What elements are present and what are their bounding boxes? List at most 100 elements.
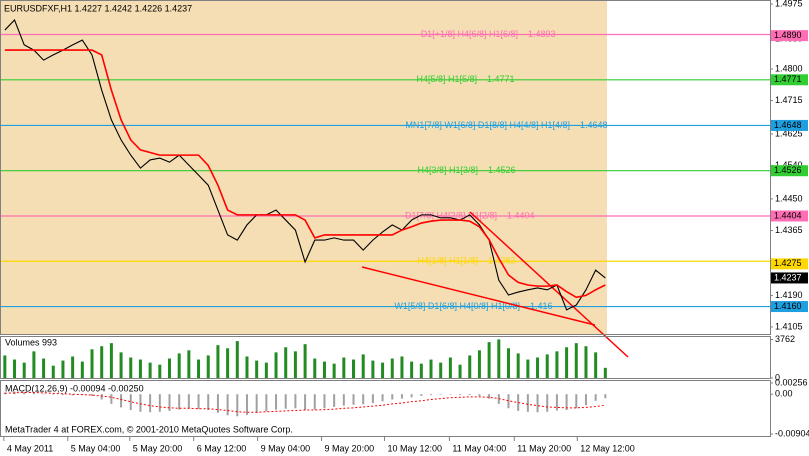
macd-bar bbox=[555, 394, 558, 411]
level-tag bbox=[771, 74, 808, 86]
macd-bar bbox=[342, 394, 345, 406]
macd-bar bbox=[32, 392, 35, 395]
volume-bar bbox=[342, 357, 346, 378]
macd-panel-frame bbox=[0, 380, 771, 437]
volume-bar bbox=[400, 356, 404, 378]
volume-bar bbox=[555, 351, 559, 378]
volume-bar bbox=[574, 343, 578, 378]
y-tick-label: 1.4800 bbox=[775, 63, 803, 73]
level-tag-label: 1.4526 bbox=[774, 165, 802, 175]
volume-bar bbox=[487, 342, 491, 378]
volume-bar bbox=[80, 361, 84, 378]
volume-bar bbox=[264, 362, 268, 378]
level-label: H4[3/8] H1[3/8] bbox=[417, 165, 478, 175]
volume-bar bbox=[361, 354, 365, 378]
volume-bar bbox=[603, 367, 607, 378]
volume-bar bbox=[245, 356, 249, 378]
volume-bar bbox=[584, 346, 588, 378]
shaded-area bbox=[1, 1, 607, 334]
volume-bar bbox=[255, 360, 259, 378]
macd-bar bbox=[526, 394, 529, 412]
macd-bar bbox=[294, 394, 297, 409]
macd-bar bbox=[23, 392, 26, 395]
x-tick-label: 5 May 20:00 bbox=[133, 443, 183, 453]
macd-bar bbox=[352, 394, 355, 405]
last-price-label: 1.4237 bbox=[774, 272, 802, 282]
macd-bar bbox=[129, 394, 132, 411]
volume-panel-frame bbox=[0, 336, 771, 379]
volume-bar bbox=[226, 348, 230, 378]
macd-bar bbox=[565, 394, 568, 411]
x-tick-label: 11 May 20:00 bbox=[517, 443, 571, 453]
macd-bar bbox=[265, 394, 268, 412]
x-tick-label: 10 May 12:00 bbox=[388, 443, 443, 453]
macd-bar bbox=[517, 394, 520, 411]
y-tick-label: 1.4540 bbox=[775, 160, 803, 170]
volume-bar bbox=[197, 359, 201, 378]
level-value: 1.416 bbox=[530, 301, 553, 311]
volume-bar bbox=[22, 362, 26, 378]
volume-bar bbox=[477, 350, 481, 378]
volume-bar bbox=[158, 364, 162, 378]
macd-bar bbox=[42, 393, 45, 395]
volume-bar bbox=[410, 361, 414, 378]
macd-bar bbox=[536, 394, 539, 413]
volume-bar bbox=[594, 352, 598, 378]
macd-bar bbox=[120, 394, 123, 408]
volume-bar bbox=[187, 350, 191, 378]
price-panel-frame bbox=[0, 0, 771, 335]
x-tick-label: 4 May 2011 bbox=[7, 443, 53, 453]
volume-bar bbox=[42, 358, 46, 378]
price-line bbox=[4, 19, 606, 311]
volume-bar bbox=[32, 351, 36, 378]
macd-bar bbox=[207, 394, 210, 411]
volume-bar bbox=[284, 347, 288, 378]
macd-bar bbox=[168, 394, 171, 411]
macd-bar bbox=[478, 394, 481, 396]
volume-bar bbox=[565, 347, 569, 378]
y-tick-label: 1.4625 bbox=[775, 128, 803, 138]
macd-bar bbox=[420, 394, 423, 396]
macd-bar bbox=[187, 394, 190, 409]
price-line bbox=[4, 49, 606, 299]
macd-bar bbox=[546, 394, 549, 412]
macd-label: MACD(12,26,9) -0.00094 -0.00250 bbox=[5, 383, 144, 393]
macd-bar bbox=[313, 394, 316, 410]
level-tag-label: 1.4275 bbox=[774, 258, 802, 268]
volume-bar bbox=[458, 364, 462, 378]
x-tick-label: 9 May 20:00 bbox=[325, 443, 375, 453]
macd-bar bbox=[468, 394, 471, 396]
y-tick-label: 1.4190 bbox=[775, 290, 803, 300]
macd-bar bbox=[245, 394, 248, 415]
macd-bar bbox=[604, 394, 607, 399]
level-label: MN1[7/8] W1[6/8] D1[8/8] H4[4/8] H1[4/8] bbox=[405, 120, 570, 130]
x-tick-label: 12 May 12:00 bbox=[580, 443, 635, 453]
macd-bar bbox=[362, 394, 365, 405]
volume-bar bbox=[516, 353, 520, 378]
volume-bar bbox=[468, 355, 472, 378]
chart-title: EURUSDFXF,H1 1.4227 1.4242 1.4226 1.4237 bbox=[4, 3, 192, 13]
macd-bar bbox=[91, 394, 94, 396]
macd-bar bbox=[178, 394, 181, 410]
level-value: 1.4893 bbox=[528, 29, 556, 39]
macd-bar bbox=[139, 394, 142, 412]
last-price-tag bbox=[771, 272, 808, 284]
macd-bar bbox=[459, 394, 462, 396]
volume-bar bbox=[216, 345, 220, 378]
macd-bar bbox=[323, 394, 326, 409]
volume-bar bbox=[177, 353, 181, 378]
level-tag bbox=[771, 258, 808, 270]
volume-bar bbox=[100, 346, 104, 378]
x-tick-label: 6 May 12:00 bbox=[197, 443, 247, 453]
volume-bar bbox=[71, 356, 75, 378]
volume-bar bbox=[138, 359, 142, 378]
volume-bar bbox=[13, 359, 17, 378]
trend-line bbox=[361, 266, 596, 326]
y-tick-label: 0.00256 bbox=[775, 377, 808, 387]
volume-bar bbox=[545, 354, 549, 378]
x-tick-label: 11 May 04:00 bbox=[452, 443, 506, 453]
level-tag-label: 1.4890 bbox=[774, 30, 802, 40]
macd-bar bbox=[410, 394, 413, 398]
macd-bar bbox=[439, 394, 442, 395]
trend-line bbox=[469, 211, 629, 358]
